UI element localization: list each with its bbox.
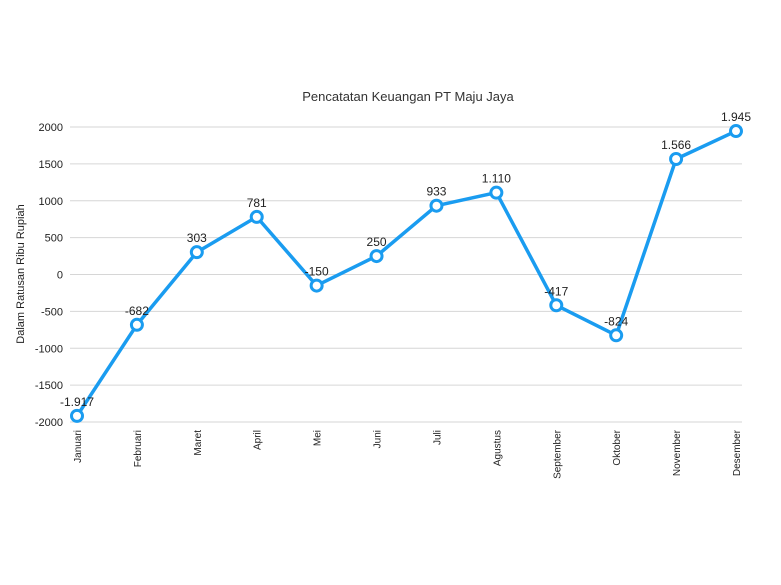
y-tick-label: -1000 — [35, 343, 63, 355]
x-tick-label: Februari — [133, 430, 144, 467]
x-tick-label: Juni — [373, 430, 384, 448]
data-label: -1.917 — [60, 395, 94, 409]
x-tick-label: Januari — [73, 430, 84, 463]
y-tick-label: 1500 — [39, 159, 63, 171]
data-point — [729, 124, 743, 139]
series-line — [75, 129, 738, 418]
x-tick-label: Mei — [313, 430, 324, 446]
chart-title: Pencatatan Keuangan PT Maju Jaya — [302, 89, 514, 104]
x-axis-ticks: Januari Februari Maret April Mei Juni Juli Agus… — [73, 429, 743, 479]
data-point — [549, 298, 564, 313]
gridlines — [70, 126, 742, 423]
data-label: 933 — [426, 185, 446, 199]
data-point — [129, 317, 144, 332]
x-tick-label: Maret — [193, 430, 204, 456]
y-tick-label: -1500 — [35, 380, 63, 392]
data-point — [669, 152, 684, 167]
data-label: 1.110 — [482, 172, 511, 186]
x-tick-label: Juli — [432, 430, 443, 445]
y-tick-label: 2000 — [39, 122, 63, 134]
data-point — [70, 408, 84, 423]
data-point — [609, 328, 624, 343]
data-label: -150 — [305, 265, 329, 279]
x-tick-label: Desember — [732, 429, 743, 476]
data-label: 1.945 — [721, 110, 751, 124]
y-tick-label: 1000 — [39, 196, 63, 208]
data-label: 1.566 — [661, 138, 691, 152]
x-tick-label: Agustus — [492, 430, 503, 466]
y-tick-label: -500 — [41, 306, 63, 318]
x-tick-label: September — [552, 429, 563, 479]
data-point — [189, 245, 204, 260]
y-tick-label: -2000 — [35, 417, 63, 429]
y-tick-label: 500 — [45, 233, 63, 245]
data-point — [249, 209, 264, 224]
y-axis-ticks: -2000 -1500 -1000 -500 0 500 1000 1500 2000 — [35, 122, 63, 429]
data-point — [429, 198, 444, 213]
y-tick-label: 0 — [57, 270, 63, 282]
data-label: -417 — [544, 284, 568, 298]
x-tick-label: November — [672, 429, 683, 476]
data-points — [70, 124, 743, 423]
data-point — [489, 185, 504, 200]
data-point — [369, 249, 384, 264]
data-label: 250 — [367, 235, 387, 249]
x-tick-label: Oktober — [612, 429, 623, 465]
y-axis-label: Dalam Ratusan Ribu Rupiah — [15, 204, 27, 343]
data-labels: -1.917 -682 303 781 -150 250 933 1.110 -417 -824 1… — [60, 110, 751, 409]
data-point — [309, 278, 324, 293]
data-label: -824 — [604, 314, 628, 328]
data-label: -682 — [125, 304, 149, 318]
data-label: 781 — [247, 196, 267, 210]
x-tick-label: April — [253, 430, 264, 450]
data-label: 303 — [187, 231, 207, 245]
